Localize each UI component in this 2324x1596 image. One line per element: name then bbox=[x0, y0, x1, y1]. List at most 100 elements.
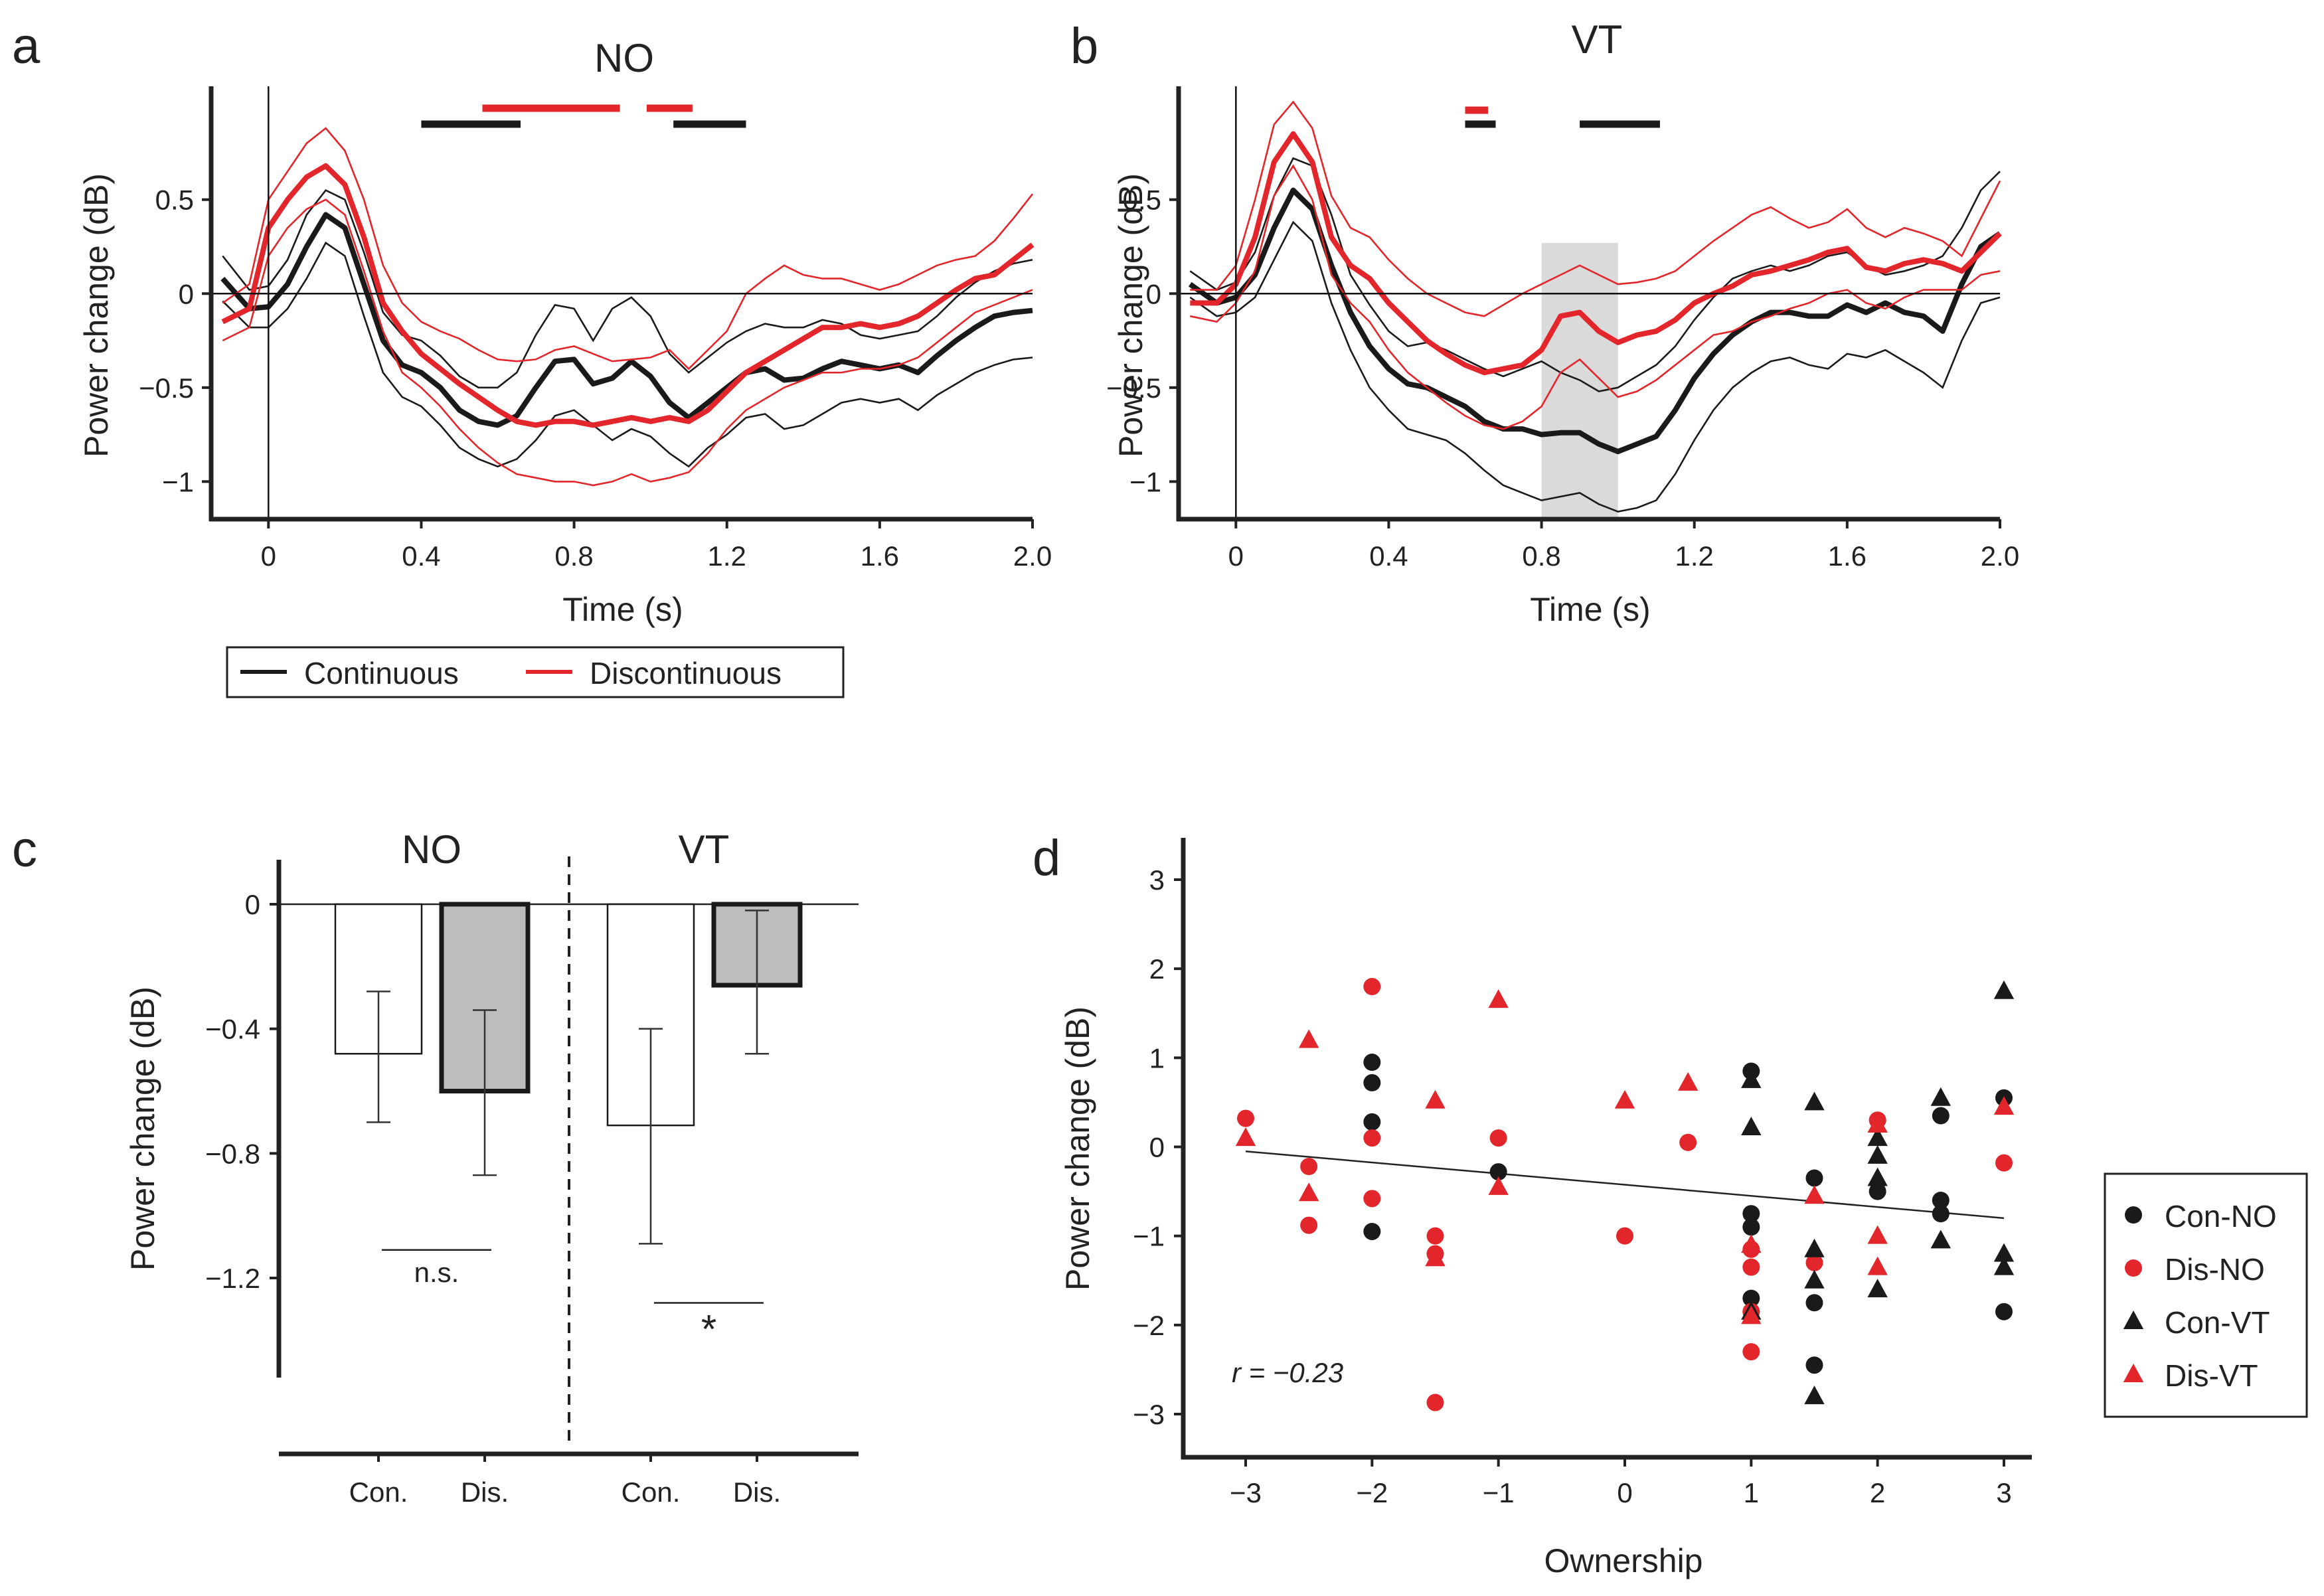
d-point-con-no bbox=[1742, 1218, 1760, 1236]
d-point-dis-vt bbox=[1677, 1072, 1699, 1091]
panel-title-b: VT bbox=[1572, 17, 1623, 62]
d-x-tick-label: −1 bbox=[1483, 1477, 1515, 1508]
b-discontinuous-upper-ci-line bbox=[1190, 100, 2001, 317]
c-y-tick-label: −0.4 bbox=[205, 1014, 260, 1045]
d-y-tick-label: −3 bbox=[1133, 1399, 1165, 1430]
a-discontinuous-lower-ci-line bbox=[222, 199, 1033, 487]
panel-c-y-axis-label: Power change (dB) bbox=[124, 987, 161, 1271]
d-point-con-no bbox=[1805, 1294, 1823, 1312]
d-point-con-vt bbox=[1867, 1279, 1888, 1298]
b-x-tick-label: 1.6 bbox=[1828, 540, 1867, 572]
d-point-dis-vt bbox=[1741, 1305, 1762, 1324]
panel-b-x-axis-label: Time (s) bbox=[1530, 591, 1650, 628]
a-continuous-upper-ci-line bbox=[222, 189, 1033, 389]
a-x-tick-label: 1.6 bbox=[861, 540, 899, 572]
d-y-tick-label: 0 bbox=[1149, 1132, 1165, 1163]
d-point-con-vt bbox=[1867, 1127, 1888, 1147]
d-point-dis-no bbox=[1426, 1227, 1444, 1245]
d-point-con-no bbox=[1868, 1182, 1886, 1200]
legend-d-marker-con-vt bbox=[2123, 1311, 2144, 1329]
panel-title-a: NO bbox=[594, 36, 654, 80]
d-point-con-no bbox=[1363, 1054, 1381, 1072]
d-point-dis-no bbox=[1237, 1109, 1254, 1127]
d-point-dis-vt bbox=[1425, 1089, 1446, 1109]
d-point-con-vt bbox=[1930, 1230, 1951, 1249]
d-point-con-no bbox=[1363, 1222, 1381, 1240]
d-y-tick-label: 3 bbox=[1149, 864, 1165, 896]
d-point-dis-no bbox=[1995, 1154, 2013, 1172]
d-point-con-vt bbox=[1804, 1386, 1825, 1405]
panel-d-correlation-annotation: r = −0.23 bbox=[1232, 1357, 1343, 1388]
d-point-dis-vt bbox=[1867, 1225, 1888, 1244]
d-point-dis-vt bbox=[1298, 1182, 1319, 1202]
d-y-tick-label: 1 bbox=[1149, 1042, 1165, 1074]
panel-a-x-axis-label: Time (s) bbox=[562, 591, 683, 628]
a-continuous-lower-ci-line bbox=[222, 241, 1033, 468]
b-x-tick-label: 0 bbox=[1228, 540, 1244, 572]
c-x-tick-label: Dis. bbox=[733, 1476, 781, 1508]
d-point-con-vt bbox=[1741, 1069, 1762, 1088]
legend-d-dis-no: Dis-NO bbox=[2165, 1252, 2265, 1287]
d-point-dis-vt bbox=[1614, 1089, 1635, 1109]
a-x-tick-label: 2.0 bbox=[1013, 540, 1052, 572]
d-point-dis-vt bbox=[1993, 1096, 2015, 1115]
d-point-dis-no bbox=[1300, 1216, 1318, 1234]
d-regression-line bbox=[1245, 1150, 2005, 1220]
b-x-tick-label: 0.4 bbox=[1369, 540, 1408, 572]
d-point-dis-vt bbox=[1488, 989, 1509, 1008]
d-point-dis-no bbox=[1426, 1394, 1444, 1411]
b-x-tick-label: 2.0 bbox=[1981, 540, 2019, 572]
d-point-dis-vt bbox=[1488, 1176, 1509, 1195]
b-x-tick-label: 1.2 bbox=[1675, 540, 1714, 572]
d-point-con-no bbox=[1932, 1192, 1950, 1209]
panel-b-y-axis-label: Power change (dB) bbox=[1112, 173, 1149, 457]
d-y-tick-label: −1 bbox=[1133, 1221, 1165, 1252]
d-point-dis-no bbox=[1742, 1258, 1760, 1276]
b-discontinuous-mean-line bbox=[1190, 131, 2002, 376]
c-x-tick-label: Dis. bbox=[461, 1476, 509, 1508]
b-y-tick-label: −0.5 bbox=[1106, 372, 1161, 404]
d-x-tick-label: 1 bbox=[1744, 1477, 1759, 1508]
b-continuous-mean-line bbox=[1188, 187, 2002, 455]
legend-label-continuous: Continuous bbox=[304, 656, 459, 690]
a-x-tick-label: 0 bbox=[261, 540, 276, 572]
d-point-con-vt bbox=[1804, 1238, 1825, 1257]
legend-d-marker-dis-vt bbox=[2123, 1364, 2144, 1382]
d-point-con-vt bbox=[1867, 1167, 1888, 1186]
c-group-label: NO bbox=[402, 827, 461, 872]
d-point-dis-no bbox=[1363, 1129, 1381, 1147]
b-discontinuous-lower-ci-line bbox=[1190, 164, 2001, 430]
panel-a-line-chart: 0 0.4 0.8 1.2 1.6 2.0 0.5 0 −0.5 −1 Time (s) Powe… bbox=[78, 86, 1052, 628]
a-y-tick-label: −1 bbox=[162, 466, 194, 497]
d-point-con-no bbox=[1363, 1074, 1381, 1091]
panel-d-legend: Con-NO Dis-NO Con-VT Dis-VT bbox=[2104, 1172, 2308, 1418]
d-point-con-no bbox=[1742, 1289, 1760, 1307]
d-y-tick-label: 2 bbox=[1149, 953, 1165, 985]
d-point-con-vt bbox=[1804, 1269, 1825, 1289]
panel-c-bar-chart: NO Con. Dis. n.s. VT Con. Dis. * 0 −0.4 −0.8 −1.2 P… bbox=[124, 827, 859, 1508]
legend-d-con-vt: Con-VT bbox=[2165, 1305, 2270, 1340]
d-point-con-no bbox=[1995, 1303, 2013, 1320]
d-x-tick-label: −3 bbox=[1230, 1477, 1262, 1508]
b-y-tick-label: 0.5 bbox=[1123, 185, 1161, 216]
d-point-dis-vt bbox=[1425, 1247, 1446, 1267]
b-x-tick-label: 0.8 bbox=[1522, 540, 1560, 572]
c-y-tick-label: −1.2 bbox=[205, 1263, 260, 1294]
d-point-dis-no bbox=[1616, 1227, 1633, 1245]
d-point-dis-vt bbox=[1804, 1185, 1825, 1204]
legend-d-marker-con-no bbox=[2125, 1206, 2142, 1224]
c-x-tick-label: Con. bbox=[349, 1476, 408, 1508]
d-point-dis-no bbox=[1805, 1253, 1823, 1271]
b-continuous-lower-ci-line bbox=[1189, 220, 2001, 513]
d-point-dis-no bbox=[1489, 1129, 1507, 1147]
a-x-tick-label: 0.4 bbox=[402, 540, 440, 572]
d-point-con-no bbox=[1805, 1356, 1823, 1374]
d-point-dis-no bbox=[1679, 1133, 1697, 1151]
d-x-tick-label: 2 bbox=[1870, 1477, 1885, 1508]
legend-label-discontinuous: Discontinuous bbox=[590, 656, 782, 690]
panel-letter-d: d bbox=[1033, 830, 1060, 886]
panel-letter-a: a bbox=[12, 18, 41, 74]
d-point-con-no bbox=[1805, 1169, 1823, 1187]
d-x-tick-label: −2 bbox=[1356, 1477, 1388, 1508]
d-point-dis-vt bbox=[1867, 1256, 1888, 1275]
